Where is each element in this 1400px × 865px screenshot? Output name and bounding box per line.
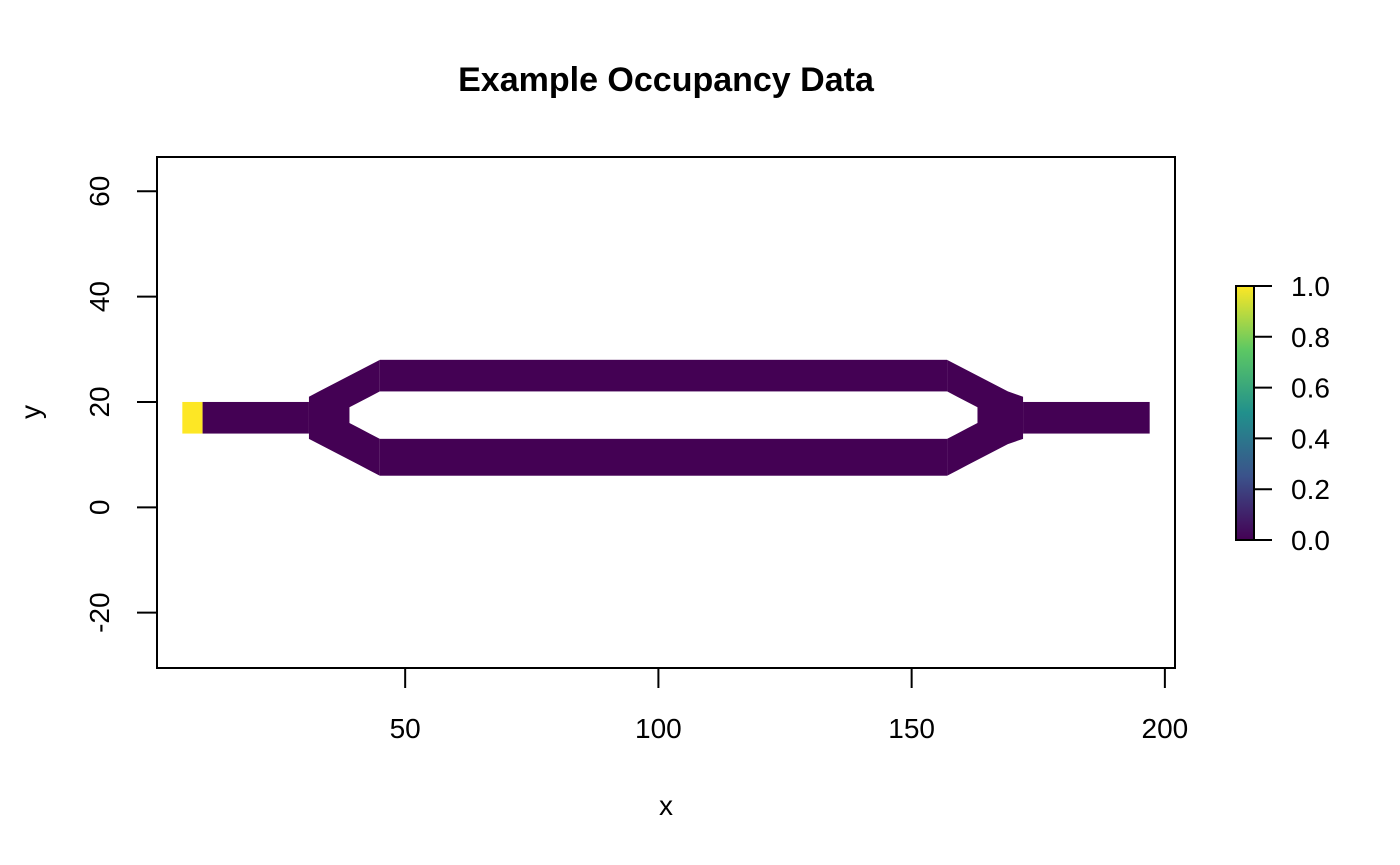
chart-title: Example Occupancy Data [458, 61, 875, 99]
x-tick-label: 50 [390, 713, 421, 744]
color-legend-tick-label: 0.6 [1291, 373, 1330, 404]
color-legend-tick-label: 0.8 [1291, 322, 1330, 353]
color-legend-tick-label: 1.0 [1291, 271, 1330, 302]
x-axis-label: x [659, 790, 673, 821]
heatmap-cell-left-junction [308, 359, 380, 476]
y-tick-label: 60 [84, 176, 115, 207]
heatmap-cell-upper-branch [379, 359, 948, 392]
heatmap-cell-inlet-channel [202, 401, 309, 434]
x-tick-label: 100 [635, 713, 682, 744]
x-axis: 50 100 150 200 [390, 667, 1189, 744]
x-tick-label: 200 [1142, 713, 1189, 744]
heatmap-cell-inlet-cells [182, 401, 203, 434]
color-legend-bar [1235, 285, 1255, 541]
plot-area [156, 156, 1176, 669]
y-tick-label: 0 [84, 500, 115, 516]
y-tick-label: 20 [84, 386, 115, 417]
y-axis-label: y [15, 405, 46, 419]
y-axis: -20 0 20 40 60 [84, 176, 158, 633]
y-tick-label: 40 [84, 281, 115, 312]
heatmap-cell-outlet-channel [1023, 401, 1150, 434]
color-legend: 0.0 0.2 0.4 0.6 0.8 1.0 [1235, 271, 1330, 556]
y-tick-label: -20 [84, 592, 115, 632]
color-legend-tick-label: 0.0 [1291, 525, 1330, 556]
color-legend-tick-label: 0.2 [1291, 474, 1330, 505]
color-legend-tick-label: 0.4 [1291, 423, 1330, 454]
x-tick-label: 150 [888, 713, 935, 744]
heatmap-cell-right-junction [947, 359, 1024, 476]
heatmap-cell-lower-branch [379, 438, 948, 476]
color-legend-ticks: 0.0 0.2 0.4 0.6 0.8 1.0 [1254, 271, 1330, 556]
heatmap-cells [182, 359, 1150, 476]
